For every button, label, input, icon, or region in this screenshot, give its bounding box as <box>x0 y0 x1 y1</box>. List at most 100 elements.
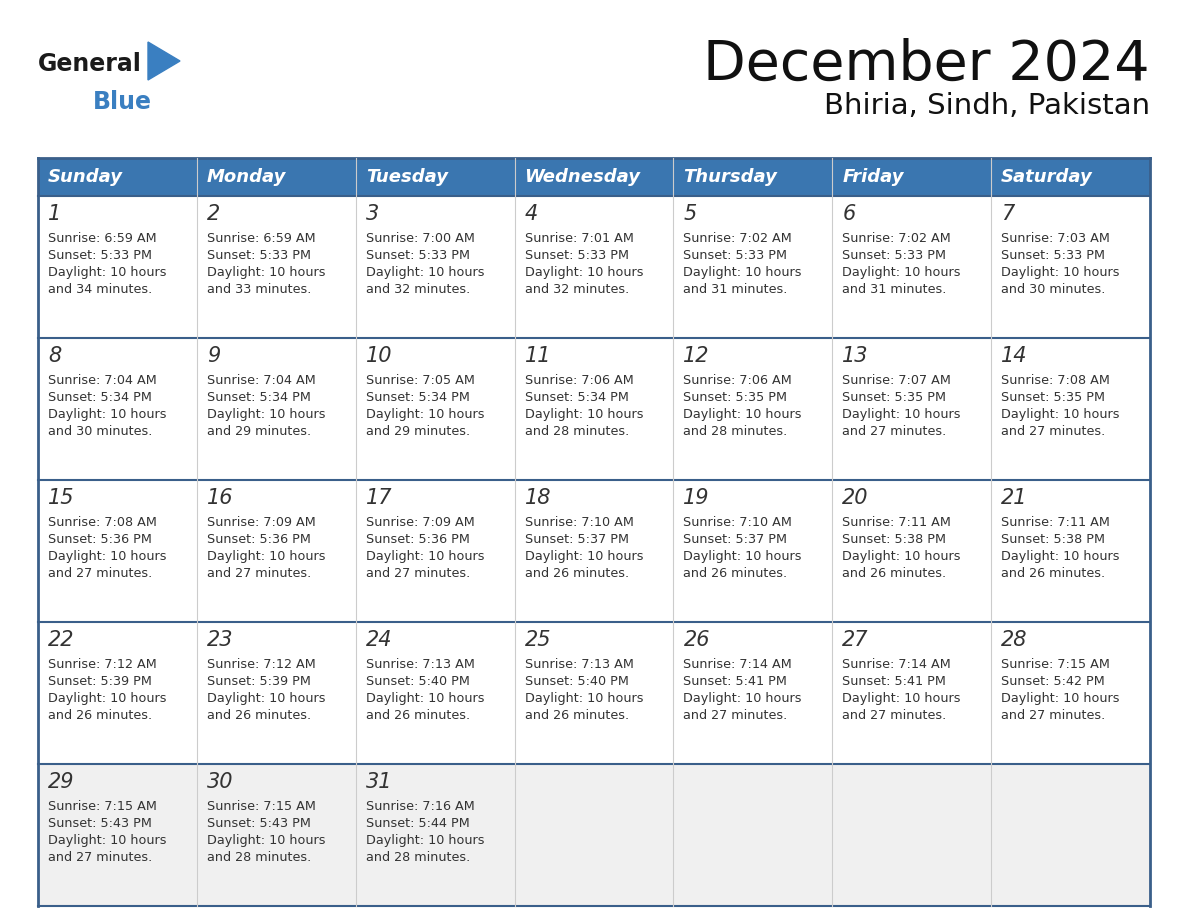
Text: Monday: Monday <box>207 168 286 186</box>
Text: Sunset: 5:33 PM: Sunset: 5:33 PM <box>1001 249 1105 262</box>
Text: 29: 29 <box>48 772 75 792</box>
Text: Daylight: 10 hours: Daylight: 10 hours <box>842 692 961 705</box>
Text: and 27 minutes.: and 27 minutes. <box>1001 709 1105 722</box>
Text: 16: 16 <box>207 488 233 508</box>
Text: and 27 minutes.: and 27 minutes. <box>48 567 152 580</box>
Text: and 26 minutes.: and 26 minutes. <box>525 709 628 722</box>
Text: Sunrise: 7:02 AM: Sunrise: 7:02 AM <box>842 232 952 245</box>
Text: and 28 minutes.: and 28 minutes. <box>683 425 788 438</box>
Text: and 26 minutes.: and 26 minutes. <box>207 709 311 722</box>
Text: Daylight: 10 hours: Daylight: 10 hours <box>525 266 643 279</box>
Text: 1: 1 <box>48 204 62 224</box>
Text: and 27 minutes.: and 27 minutes. <box>842 709 947 722</box>
Text: Sunset: 5:33 PM: Sunset: 5:33 PM <box>207 249 311 262</box>
Text: Daylight: 10 hours: Daylight: 10 hours <box>48 550 166 563</box>
Text: Sunrise: 7:06 AM: Sunrise: 7:06 AM <box>525 374 633 387</box>
Text: Daylight: 10 hours: Daylight: 10 hours <box>683 408 802 421</box>
Text: 3: 3 <box>366 204 379 224</box>
Text: Tuesday: Tuesday <box>366 168 448 186</box>
Text: 2: 2 <box>207 204 220 224</box>
Text: Sunrise: 7:09 AM: Sunrise: 7:09 AM <box>207 516 316 529</box>
Text: Sunset: 5:35 PM: Sunset: 5:35 PM <box>1001 391 1105 404</box>
Text: and 26 minutes.: and 26 minutes. <box>525 567 628 580</box>
Text: Sunset: 5:43 PM: Sunset: 5:43 PM <box>48 817 152 830</box>
Text: Daylight: 10 hours: Daylight: 10 hours <box>1001 408 1119 421</box>
Text: Bhiria, Sindh, Pakistan: Bhiria, Sindh, Pakistan <box>823 92 1150 120</box>
Text: Sunday: Sunday <box>48 168 124 186</box>
Text: Sunrise: 7:10 AM: Sunrise: 7:10 AM <box>525 516 633 529</box>
Text: and 26 minutes.: and 26 minutes. <box>842 567 947 580</box>
Text: Daylight: 10 hours: Daylight: 10 hours <box>525 408 643 421</box>
Text: Daylight: 10 hours: Daylight: 10 hours <box>207 834 326 847</box>
Text: Sunset: 5:38 PM: Sunset: 5:38 PM <box>842 533 947 546</box>
Text: Daylight: 10 hours: Daylight: 10 hours <box>48 834 166 847</box>
Text: Sunrise: 7:16 AM: Sunrise: 7:16 AM <box>366 800 474 813</box>
Text: and 26 minutes.: and 26 minutes. <box>683 567 788 580</box>
Text: and 30 minutes.: and 30 minutes. <box>48 425 152 438</box>
Text: Daylight: 10 hours: Daylight: 10 hours <box>207 692 326 705</box>
Text: and 32 minutes.: and 32 minutes. <box>366 283 470 296</box>
Text: Daylight: 10 hours: Daylight: 10 hours <box>366 834 485 847</box>
Text: 19: 19 <box>683 488 710 508</box>
Text: and 27 minutes.: and 27 minutes. <box>207 567 311 580</box>
Text: Daylight: 10 hours: Daylight: 10 hours <box>1001 550 1119 563</box>
Text: and 28 minutes.: and 28 minutes. <box>525 425 628 438</box>
Text: Daylight: 10 hours: Daylight: 10 hours <box>525 692 643 705</box>
Text: Daylight: 10 hours: Daylight: 10 hours <box>842 550 961 563</box>
Text: and 33 minutes.: and 33 minutes. <box>207 283 311 296</box>
Text: Sunrise: 7:13 AM: Sunrise: 7:13 AM <box>525 658 633 671</box>
Text: 25: 25 <box>525 630 551 650</box>
Text: and 26 minutes.: and 26 minutes. <box>1001 567 1105 580</box>
Text: Daylight: 10 hours: Daylight: 10 hours <box>366 692 485 705</box>
Text: Sunset: 5:44 PM: Sunset: 5:44 PM <box>366 817 469 830</box>
Bar <box>38 158 1150 196</box>
Text: Sunset: 5:34 PM: Sunset: 5:34 PM <box>207 391 311 404</box>
Text: Sunrise: 7:11 AM: Sunrise: 7:11 AM <box>1001 516 1110 529</box>
Text: Daylight: 10 hours: Daylight: 10 hours <box>842 266 961 279</box>
Text: Sunrise: 7:03 AM: Sunrise: 7:03 AM <box>1001 232 1110 245</box>
Text: 31: 31 <box>366 772 392 792</box>
Text: and 27 minutes.: and 27 minutes. <box>366 567 470 580</box>
Text: 21: 21 <box>1001 488 1028 508</box>
Text: Sunset: 5:43 PM: Sunset: 5:43 PM <box>207 817 311 830</box>
Text: Sunset: 5:40 PM: Sunset: 5:40 PM <box>525 675 628 688</box>
Text: Sunrise: 6:59 AM: Sunrise: 6:59 AM <box>48 232 157 245</box>
Text: Sunset: 5:36 PM: Sunset: 5:36 PM <box>207 533 311 546</box>
Text: 26: 26 <box>683 630 710 650</box>
Text: 11: 11 <box>525 346 551 366</box>
Text: Sunset: 5:41 PM: Sunset: 5:41 PM <box>842 675 946 688</box>
Text: Sunset: 5:40 PM: Sunset: 5:40 PM <box>366 675 469 688</box>
Text: General: General <box>38 52 141 76</box>
Text: 13: 13 <box>842 346 868 366</box>
Text: Daylight: 10 hours: Daylight: 10 hours <box>48 692 166 705</box>
Text: and 28 minutes.: and 28 minutes. <box>207 851 311 864</box>
Text: Sunrise: 7:02 AM: Sunrise: 7:02 AM <box>683 232 792 245</box>
Text: and 28 minutes.: and 28 minutes. <box>366 851 470 864</box>
Text: Sunset: 5:37 PM: Sunset: 5:37 PM <box>525 533 628 546</box>
Bar <box>38 622 1150 764</box>
Text: and 34 minutes.: and 34 minutes. <box>48 283 152 296</box>
Text: 4: 4 <box>525 204 538 224</box>
Text: and 30 minutes.: and 30 minutes. <box>1001 283 1106 296</box>
Text: Sunset: 5:42 PM: Sunset: 5:42 PM <box>1001 675 1105 688</box>
Text: 15: 15 <box>48 488 75 508</box>
Bar <box>38 338 1150 480</box>
Text: Sunset: 5:38 PM: Sunset: 5:38 PM <box>1001 533 1105 546</box>
Text: Daylight: 10 hours: Daylight: 10 hours <box>1001 692 1119 705</box>
Text: Daylight: 10 hours: Daylight: 10 hours <box>1001 266 1119 279</box>
Text: 23: 23 <box>207 630 233 650</box>
Text: Sunset: 5:33 PM: Sunset: 5:33 PM <box>366 249 469 262</box>
Text: and 27 minutes.: and 27 minutes. <box>842 425 947 438</box>
Text: Daylight: 10 hours: Daylight: 10 hours <box>842 408 961 421</box>
Text: Sunset: 5:41 PM: Sunset: 5:41 PM <box>683 675 788 688</box>
Text: Sunset: 5:35 PM: Sunset: 5:35 PM <box>683 391 788 404</box>
Text: Friday: Friday <box>842 168 904 186</box>
Text: 24: 24 <box>366 630 392 650</box>
Text: 14: 14 <box>1001 346 1028 366</box>
Text: Sunrise: 7:09 AM: Sunrise: 7:09 AM <box>366 516 474 529</box>
Text: Sunrise: 7:04 AM: Sunrise: 7:04 AM <box>48 374 157 387</box>
Text: Sunrise: 7:15 AM: Sunrise: 7:15 AM <box>1001 658 1110 671</box>
Text: Sunrise: 7:15 AM: Sunrise: 7:15 AM <box>207 800 316 813</box>
Text: and 27 minutes.: and 27 minutes. <box>683 709 788 722</box>
Text: Sunrise: 7:08 AM: Sunrise: 7:08 AM <box>1001 374 1110 387</box>
